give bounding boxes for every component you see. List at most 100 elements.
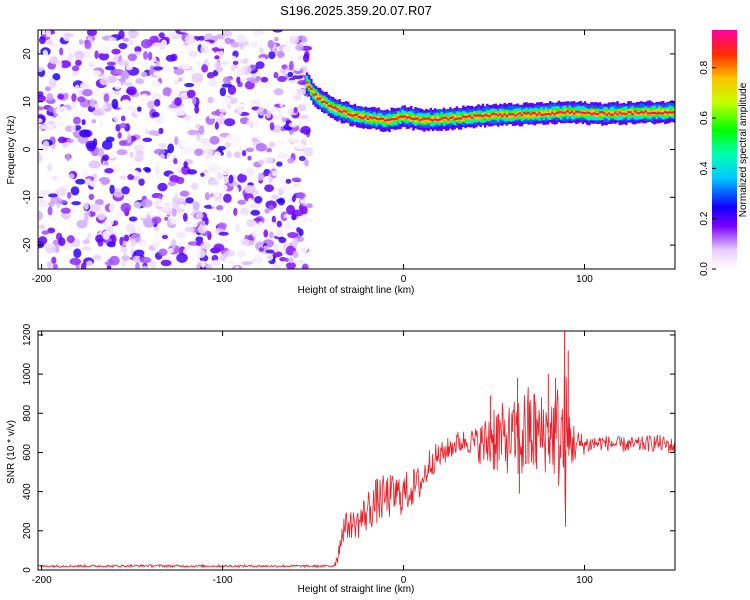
noise-blob xyxy=(227,84,237,95)
snr-series xyxy=(38,331,675,569)
noise-blob xyxy=(214,121,219,130)
noise-blob xyxy=(151,92,162,102)
noise-blob xyxy=(183,115,191,121)
noise-blob xyxy=(140,39,152,49)
track-cell xyxy=(646,108,650,114)
noise-blob xyxy=(55,129,65,136)
noise-blob xyxy=(301,263,309,269)
noise-blob xyxy=(118,42,128,50)
track-cell xyxy=(457,117,461,120)
track-cell xyxy=(431,119,435,122)
noise-blob xyxy=(122,37,129,42)
noise-blob xyxy=(122,84,127,92)
track-cell xyxy=(644,110,647,116)
track-cell xyxy=(581,111,585,114)
track-cell xyxy=(598,111,602,114)
noise-blob xyxy=(159,42,166,51)
noise-blob xyxy=(66,192,72,199)
noise-blob xyxy=(183,145,194,155)
noise-blob xyxy=(197,225,207,234)
noise-blob xyxy=(89,98,96,108)
track-cell xyxy=(625,112,628,116)
noise-blob xyxy=(215,33,225,40)
noise-blob xyxy=(139,256,152,264)
noise-blob xyxy=(95,40,101,51)
noise-blob xyxy=(141,71,148,78)
noise-blob xyxy=(293,95,302,101)
noise-blob xyxy=(185,197,194,204)
noise-blob xyxy=(38,106,45,111)
track-cell xyxy=(509,113,513,118)
track-cell xyxy=(542,113,545,116)
noise-blob xyxy=(102,154,110,162)
noise-blob xyxy=(292,239,298,248)
noise-blob xyxy=(127,106,137,111)
track-cell xyxy=(568,107,571,115)
noise-blob xyxy=(104,217,114,227)
noise-blob xyxy=(221,30,233,37)
noise-blob xyxy=(206,263,213,269)
noise-blob xyxy=(295,144,307,150)
noise-blob xyxy=(126,133,132,143)
track-cell xyxy=(635,111,639,114)
noise-blob xyxy=(215,66,224,73)
noise-blob xyxy=(74,84,80,94)
noise-blob xyxy=(54,120,65,128)
noise-blob xyxy=(234,103,245,108)
noise-blob xyxy=(97,210,107,221)
noise-blob xyxy=(154,98,161,107)
track-cell xyxy=(399,115,402,118)
noise-blob xyxy=(52,73,61,81)
noise-blob xyxy=(177,111,187,116)
track-cell xyxy=(410,117,413,120)
noise-blob xyxy=(224,37,232,45)
track-cell xyxy=(612,113,615,116)
noise-blob xyxy=(171,216,181,225)
noise-blob xyxy=(186,169,198,175)
spectrogram-x-axis-label: Height of straight line (km) xyxy=(298,285,415,296)
track-cell xyxy=(316,97,320,100)
noise-blob xyxy=(178,77,183,82)
noise-blob xyxy=(269,122,275,131)
track-cell xyxy=(625,110,628,116)
noise-blob xyxy=(74,209,83,217)
track-cell xyxy=(312,91,315,96)
noise-blob xyxy=(167,31,180,38)
noise-blob xyxy=(115,211,124,219)
noise-blob xyxy=(121,260,126,268)
noise-blob xyxy=(90,203,101,213)
noise-blob xyxy=(42,123,55,131)
noise-blob xyxy=(88,160,101,169)
noise-blob xyxy=(133,144,144,152)
track-cell xyxy=(544,113,548,116)
track-cell xyxy=(362,114,365,119)
track-cell xyxy=(310,87,313,90)
noise-blob xyxy=(263,108,268,115)
noise-blob xyxy=(235,136,240,144)
spectrogram-x-tick-label: 0 xyxy=(401,274,407,285)
snr-y-tick-label: 1000 xyxy=(22,363,33,386)
track-cell xyxy=(501,114,504,117)
noise-blob xyxy=(216,98,221,109)
noise-blob xyxy=(44,243,55,248)
noise-blob xyxy=(239,124,251,129)
noise-blob xyxy=(200,96,208,105)
noise-blob xyxy=(208,77,218,88)
noise-blob xyxy=(38,118,43,124)
track-cell xyxy=(644,110,647,113)
track-cell xyxy=(642,108,645,114)
track-cell xyxy=(555,107,558,116)
track-cell xyxy=(553,110,556,116)
noise-blob xyxy=(188,50,198,58)
noise-blob xyxy=(278,237,287,244)
track-cell xyxy=(475,114,478,117)
track-cell xyxy=(440,117,443,120)
track-cell xyxy=(314,93,317,96)
track-cell xyxy=(655,112,658,115)
track-cell xyxy=(585,111,589,114)
noise-blob xyxy=(232,60,239,65)
noise-blob xyxy=(288,139,300,144)
track-cell xyxy=(314,94,317,100)
track-cell xyxy=(331,106,335,109)
noise-blob xyxy=(273,244,279,253)
